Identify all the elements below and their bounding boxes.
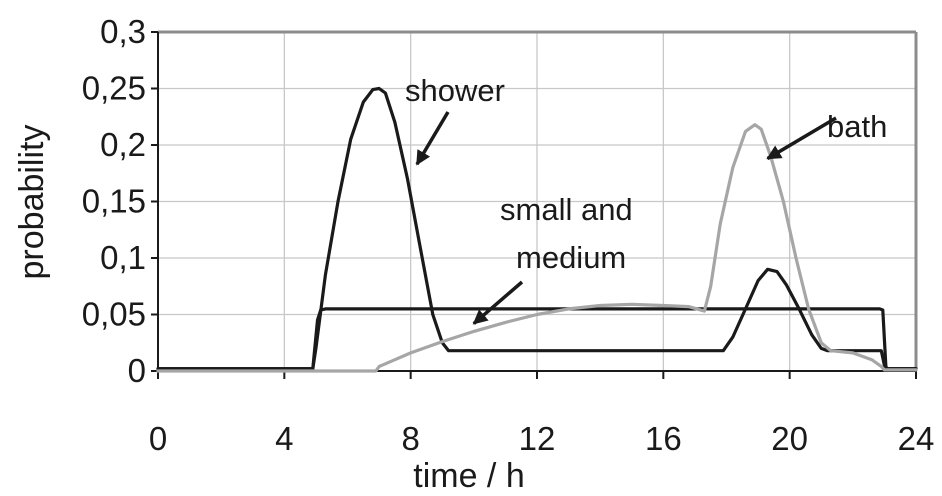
- series-line-1: [156, 307, 918, 371]
- y-tick-label: 0,25: [82, 70, 146, 107]
- annotation-arrow: [415, 111, 450, 166]
- x-tick-label: 0: [149, 420, 167, 457]
- x-axis-title: time / h: [413, 457, 524, 495]
- x-tick-label: 12: [519, 420, 556, 457]
- x-tick-label: 20: [771, 420, 808, 457]
- annotation-label: bath: [827, 109, 887, 144]
- annotation-label: medium: [516, 240, 626, 275]
- series-line-2: [156, 123, 918, 373]
- y-tick-label: 0: [128, 352, 146, 389]
- y-tick-label: 0,1: [100, 239, 146, 276]
- y-tick-label: 0,15: [82, 183, 146, 220]
- y-tick-label: 0,3: [100, 13, 146, 50]
- y-tick-label: 0,2: [100, 126, 146, 163]
- annotation-arrow: [472, 280, 524, 325]
- x-tick-label: 24: [898, 420, 935, 457]
- x-tick-label: 16: [645, 420, 682, 457]
- series-line-0: [156, 86, 918, 371]
- annotation-arrow: [766, 116, 837, 161]
- y-tick-label: 0,05: [82, 296, 146, 333]
- x-tick-label: 4: [275, 420, 293, 457]
- annotation-label: small and: [500, 192, 633, 227]
- annotation-label: shower: [405, 73, 505, 108]
- y-axis-title: probability: [13, 125, 51, 280]
- x-tick-label: 8: [401, 420, 419, 457]
